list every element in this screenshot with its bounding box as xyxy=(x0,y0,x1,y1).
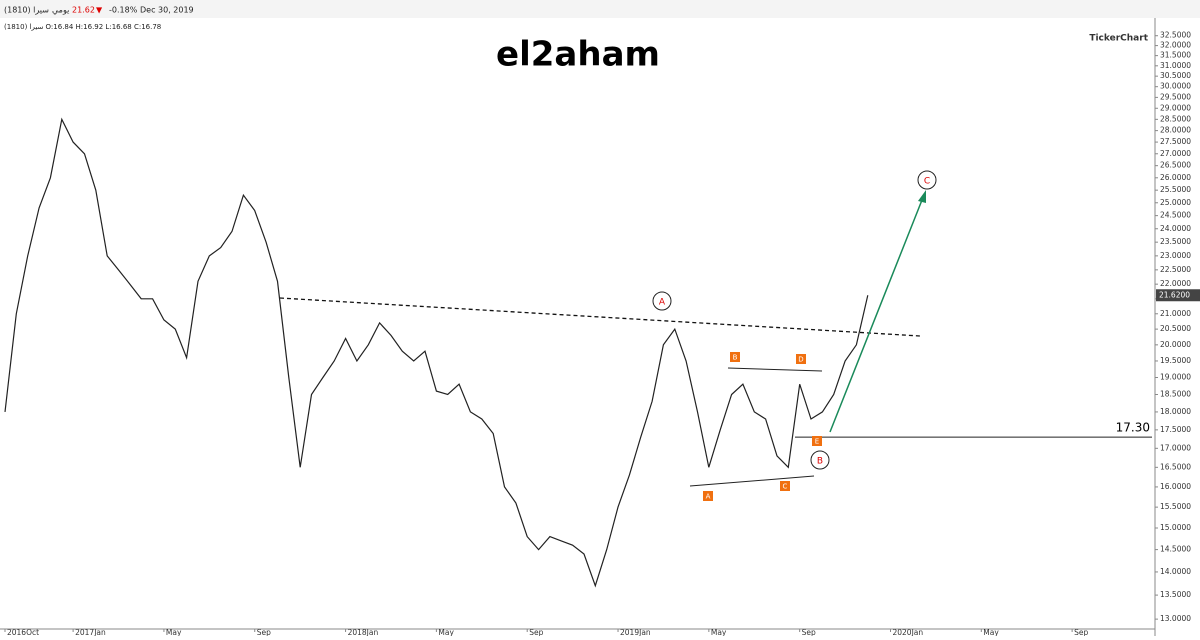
y-tick-label: 13.5000 xyxy=(1160,590,1191,599)
y-tick-label: 21.0000 xyxy=(1160,309,1191,318)
x-tick-label: May xyxy=(983,628,999,636)
x-tick-label: 2018Jan xyxy=(348,628,379,636)
sub-wave-label: A xyxy=(706,493,711,501)
x-tick-label: Sep xyxy=(257,628,271,636)
x-tick-label: Sep xyxy=(529,628,543,636)
y-tick-label: 22.5000 xyxy=(1160,265,1191,274)
sub-wave-label: E xyxy=(815,438,819,446)
y-tick-label: 20.0000 xyxy=(1160,340,1191,349)
last-price-box xyxy=(1156,289,1200,302)
y-tick-label: 22.0000 xyxy=(1160,279,1191,288)
y-tick-label: 19.0000 xyxy=(1160,373,1191,382)
y-tick-label: 16.0000 xyxy=(1160,482,1191,491)
sub-wave-box xyxy=(703,491,713,501)
wave-circle xyxy=(810,450,830,470)
x-tick-label: 2019Jan xyxy=(620,628,651,636)
last-price-label: 21.6200 xyxy=(1159,290,1190,299)
header-bar xyxy=(0,0,1200,18)
triangle-bottom xyxy=(689,475,815,487)
wave-label: B xyxy=(817,457,823,467)
date: Dec 30, 2019 xyxy=(140,6,194,15)
symbol: سيرا (1810) xyxy=(4,6,49,15)
y-tick-label: 30.5000 xyxy=(1160,71,1191,80)
y-tick-label: 28.0000 xyxy=(1160,126,1191,135)
wave-label: A xyxy=(659,298,666,308)
period: يومي xyxy=(52,6,69,15)
y-tick-label: 29.5000 xyxy=(1160,92,1191,101)
wave-circle xyxy=(652,291,672,311)
x-tick-label: Sep xyxy=(1074,628,1088,636)
y-tick-label: 16.5000 xyxy=(1160,462,1191,471)
y-tick-label: 32.5000 xyxy=(1160,31,1191,40)
y-tick-label: 20.5000 xyxy=(1160,324,1191,333)
ohlc: سيرا (1810) O:16.84 H:16.92 L:16.68 C:16… xyxy=(4,23,161,31)
y-tick-label: 30.0000 xyxy=(1160,82,1191,91)
sub-wave-box xyxy=(796,354,806,364)
y-tick-label: 31.5000 xyxy=(1160,51,1191,60)
x-tick-label: May xyxy=(166,628,182,636)
neckline xyxy=(279,297,921,337)
y-tick-label: 14.5000 xyxy=(1160,545,1191,554)
sub-wave-label: C xyxy=(783,483,788,491)
y-tick-label: 25.5000 xyxy=(1160,185,1191,194)
y-tick-label: 28.5000 xyxy=(1160,114,1191,123)
triangle-top xyxy=(727,367,823,372)
y-tick-label: 23.0000 xyxy=(1160,251,1191,260)
y-tick-label: 18.5000 xyxy=(1160,389,1191,398)
chart-title: el2aham xyxy=(496,35,660,75)
y-tick-label: 32.0000 xyxy=(1160,41,1191,50)
y-tick-label: 26.5000 xyxy=(1160,161,1191,170)
y-tick-label: 15.5000 xyxy=(1160,502,1191,511)
y-tick-label: 31.0000 xyxy=(1160,61,1191,70)
price: 21.62 xyxy=(72,6,95,15)
arrow-head xyxy=(918,190,926,203)
x-tick-label: May xyxy=(438,628,454,636)
y-tick-label: 18.0000 xyxy=(1160,407,1191,416)
sub-wave-box xyxy=(780,481,790,491)
sub-wave-box xyxy=(812,436,822,446)
direction: ▼ xyxy=(96,6,103,15)
y-tick-label: 24.0000 xyxy=(1160,224,1191,233)
change: -0.18% xyxy=(109,6,138,15)
y-tick-label: 24.5000 xyxy=(1160,211,1191,220)
x-tick-label: 2017Jan xyxy=(75,628,106,636)
sub-wave-label: D xyxy=(798,356,803,364)
y-tick-label: 13.0000 xyxy=(1160,614,1191,623)
y-tick-label: 23.5000 xyxy=(1160,237,1191,246)
y-tick-label: 19.5000 xyxy=(1160,356,1191,365)
wave-label: C xyxy=(924,177,930,187)
wave-circle xyxy=(917,170,937,190)
y-tick-label: 27.5000 xyxy=(1160,137,1191,146)
sub-wave-box xyxy=(730,352,740,362)
brand: TickerChart xyxy=(1089,34,1148,44)
y-tick-label: 25.0000 xyxy=(1160,198,1191,207)
y-tick-label: 17.0000 xyxy=(1160,443,1191,452)
projection-arrow xyxy=(829,199,923,433)
x-tick-label: 2016Oct xyxy=(7,628,39,636)
y-tick-label: 26.0000 xyxy=(1160,173,1191,182)
y-tick-label: 29.0000 xyxy=(1160,103,1191,112)
price-line xyxy=(4,117,869,588)
y-tick-label: 17.5000 xyxy=(1160,425,1191,434)
support-label: 17.30 xyxy=(1116,421,1150,435)
y-tick-label: 15.0000 xyxy=(1160,523,1191,532)
x-tick-label: May xyxy=(711,628,727,636)
x-tick-label: Sep xyxy=(802,628,816,636)
y-tick-label: 27.0000 xyxy=(1160,149,1191,158)
x-tick-label: 2020Jan xyxy=(892,628,923,636)
y-tick-label: 14.0000 xyxy=(1160,567,1191,576)
sub-wave-label: B xyxy=(733,354,738,362)
